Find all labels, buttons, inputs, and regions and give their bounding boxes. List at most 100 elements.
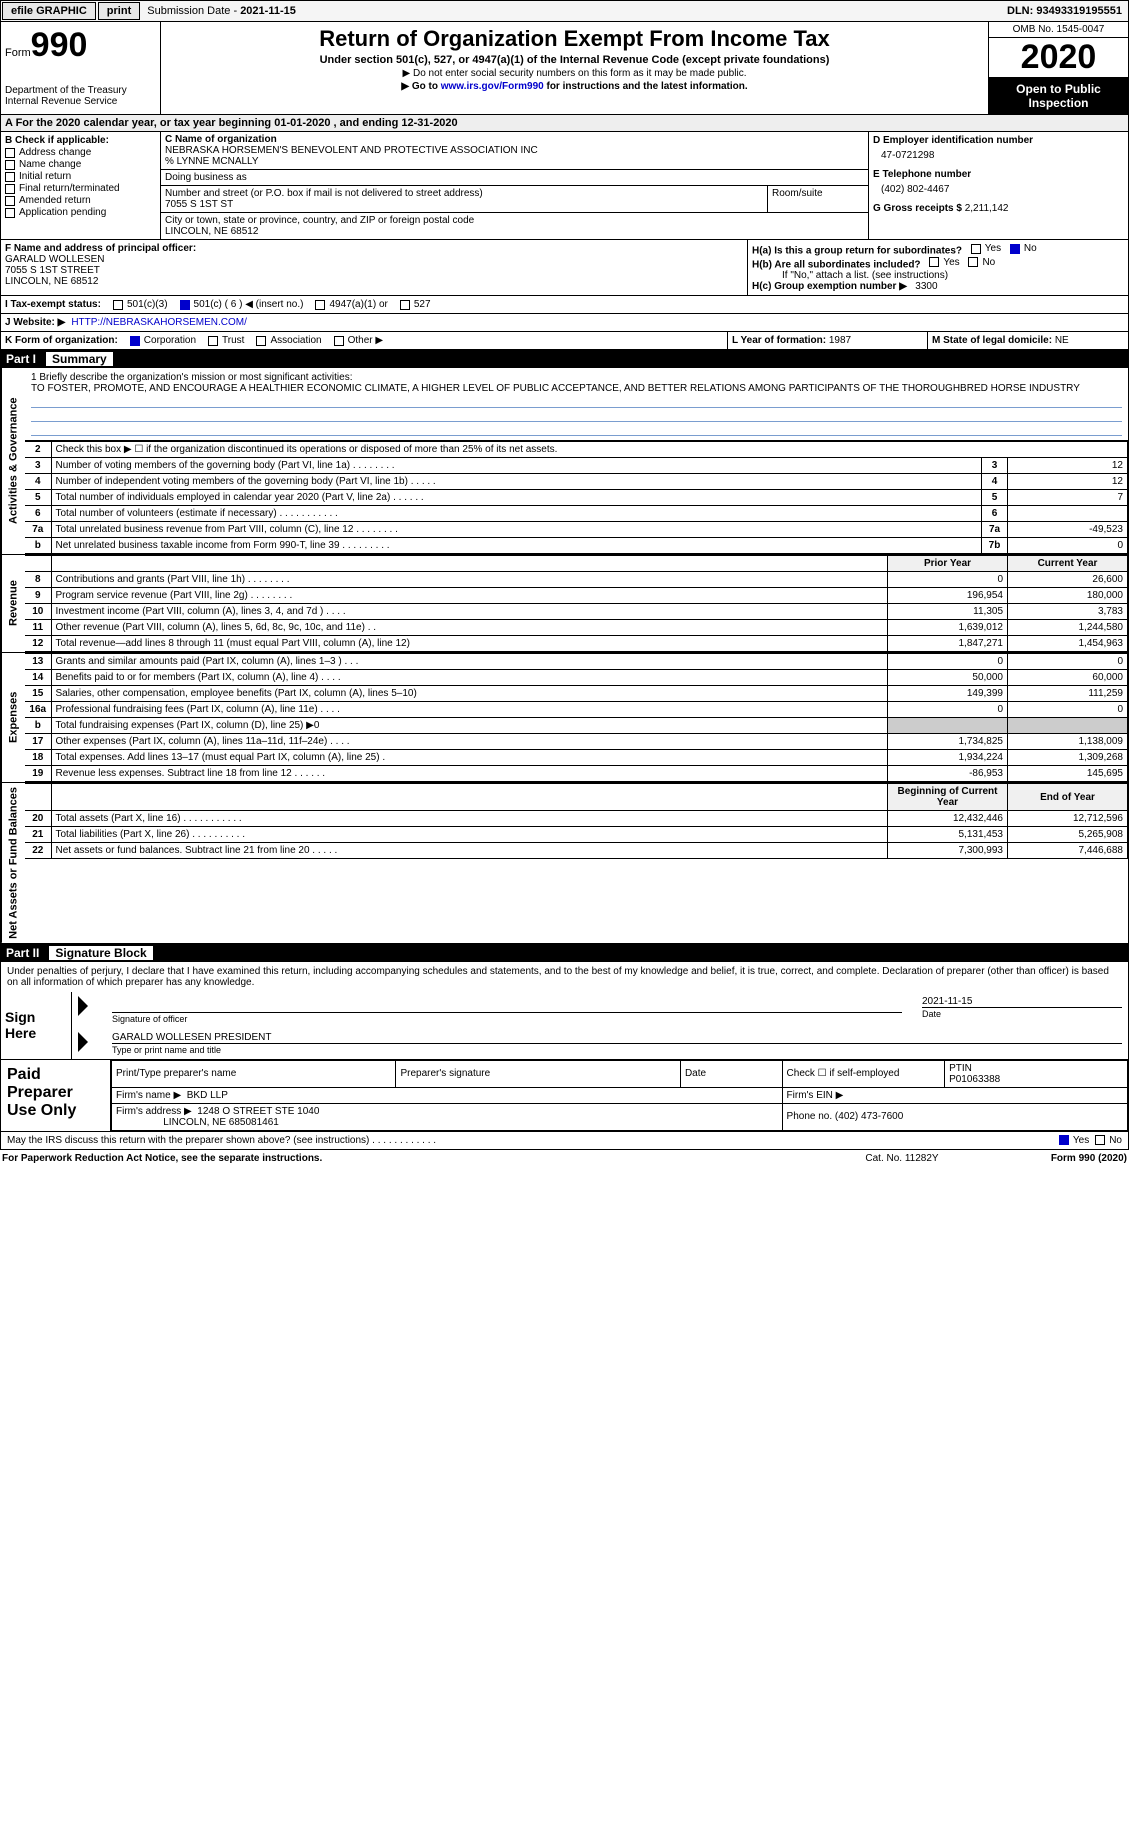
opt-label: 4947(a)(1) or bbox=[329, 299, 387, 310]
chk-name-change[interactable]: Name change bbox=[5, 159, 156, 170]
ein-label: D Employer identification number bbox=[873, 135, 1124, 146]
opt-label: Trust bbox=[222, 335, 244, 346]
h-b-label: H(b) Are all subordinates included? bbox=[752, 259, 921, 270]
dln-value: 93493319195551 bbox=[1036, 5, 1122, 17]
k-opt-0[interactable]: Corporation bbox=[130, 335, 196, 346]
firm-ein-cell: Firm's EIN ▶ bbox=[782, 1087, 1127, 1103]
officer-addr2: LINCOLN, NE 68512 bbox=[5, 276, 98, 287]
net-assets-section: Net Assets or Fund Balances Beginning of… bbox=[0, 783, 1129, 944]
table-row: 9Program service revenue (Part VIII, lin… bbox=[25, 588, 1128, 604]
header-right: OMB No. 1545-0047 2020 Open to Public In… bbox=[988, 22, 1128, 114]
dba-label: Doing business as bbox=[165, 172, 247, 183]
sig-declaration: Under penalties of perjury, I declare th… bbox=[1, 962, 1128, 992]
prep-name-header: Print/Type preparer's name bbox=[112, 1060, 396, 1087]
yes-label: Yes bbox=[943, 257, 959, 268]
form-num: 990 bbox=[31, 26, 88, 64]
discuss-no[interactable]: No bbox=[1095, 1135, 1122, 1146]
chk-label: Name change bbox=[19, 159, 81, 170]
chk-label: Application pending bbox=[19, 207, 106, 218]
chk-label: Address change bbox=[19, 147, 91, 158]
h-b-note: If "No," attach a list. (see instruction… bbox=[752, 270, 1124, 281]
k-opt-3[interactable]: Other ▶ bbox=[334, 335, 383, 346]
h-c-value: 3300 bbox=[915, 281, 937, 292]
chk-label: Initial return bbox=[19, 171, 71, 182]
prep-ptin-cell: PTIN P01063388 bbox=[945, 1060, 1128, 1087]
table-row: 6Total number of volunteers (estimate if… bbox=[25, 506, 1128, 522]
rot-label-governance: Activities & Governance bbox=[1, 368, 25, 554]
yes-label: Yes bbox=[1073, 1135, 1089, 1146]
prep-sig-header: Preparer's signature bbox=[396, 1060, 680, 1087]
mission-text: TO FOSTER, PROMOTE, AND ENCOURAGE A HEAL… bbox=[31, 383, 1122, 394]
efile-button[interactable]: efile GRAPHIC bbox=[2, 2, 96, 20]
period-begin: 01-01-2020 bbox=[274, 117, 330, 129]
box-f: F Name and address of principal officer:… bbox=[1, 240, 748, 295]
goto-pre: ▶ Go to bbox=[401, 81, 440, 92]
k-opt-2[interactable]: Association bbox=[256, 335, 321, 346]
footer-left: For Paperwork Reduction Act Notice, see … bbox=[2, 1153, 827, 1164]
table-row: 13Grants and similar amounts paid (Part … bbox=[25, 654, 1128, 670]
m-label: M State of legal domicile: bbox=[932, 335, 1052, 346]
firm-ein-label: Firm's EIN ▶ bbox=[787, 1090, 844, 1101]
chk-initial-return[interactable]: Initial return bbox=[5, 171, 156, 182]
firm-name-value: BKD LLP bbox=[187, 1090, 228, 1101]
expenses-table: 13Grants and similar amounts paid (Part … bbox=[25, 653, 1128, 782]
submission-label: Submission Date - bbox=[147, 5, 237, 17]
discuss-yes[interactable]: Yes bbox=[1059, 1135, 1089, 1146]
col-header-row: Beginning of Current Year End of Year bbox=[25, 784, 1128, 811]
no-label: No bbox=[1024, 243, 1037, 254]
room-suite-cell: Room/suite bbox=[768, 186, 868, 212]
chk-final-return[interactable]: Final return/terminated bbox=[5, 183, 156, 194]
table-row: 16aProfessional fundraising fees (Part I… bbox=[25, 702, 1128, 718]
table-row: 18Total expenses. Add lines 13–17 (must … bbox=[25, 750, 1128, 766]
sig-name-value: GARALD WOLLESEN PRESIDENT bbox=[112, 1032, 1122, 1043]
chk-label: Amended return bbox=[19, 195, 91, 206]
period-text-a: A For the 2020 calendar year, or tax yea… bbox=[5, 117, 274, 129]
table-row: 21Total liabilities (Part X, line 26) . … bbox=[25, 827, 1128, 843]
dept-treasury: Department of the Treasury Internal Reve… bbox=[5, 85, 156, 107]
status-opt-0[interactable]: 501(c)(3) bbox=[113, 299, 168, 310]
page-footer: For Paperwork Reduction Act Notice, see … bbox=[0, 1150, 1129, 1167]
status-opt-2[interactable]: 4947(a)(1) or bbox=[315, 299, 387, 310]
klm-row: K Form of organization: Corporation Trus… bbox=[0, 332, 1129, 350]
rot-label-revenue: Revenue bbox=[1, 555, 25, 652]
chk-application-pending[interactable]: Application pending bbox=[5, 207, 156, 218]
chk-amended-return[interactable]: Amended return bbox=[5, 195, 156, 206]
omb-number: OMB No. 1545-0047 bbox=[989, 22, 1128, 38]
form-number: Form990 bbox=[5, 26, 156, 65]
box-b-header: B Check if applicable: bbox=[5, 135, 156, 146]
status-opt-3[interactable]: 527 bbox=[400, 299, 431, 310]
org-name-label: C Name of organization bbox=[165, 134, 277, 145]
city-label: City or town, state or province, country… bbox=[165, 215, 474, 226]
status-opt-1[interactable]: 501(c) ( 6 ) ◀ (insert no.) bbox=[180, 299, 304, 310]
opt-label: Other ▶ bbox=[348, 335, 383, 346]
top-toolbar: efile GRAPHIC print Submission Date - 20… bbox=[0, 0, 1129, 22]
chk-address-change[interactable]: Address change bbox=[5, 147, 156, 158]
dln-label: DLN: bbox=[1007, 5, 1033, 17]
k-opt-1[interactable]: Trust bbox=[208, 335, 244, 346]
gross-label: G Gross receipts $ bbox=[873, 203, 962, 214]
print-button[interactable]: print bbox=[98, 2, 140, 20]
k-form-org: K Form of organization: Corporation Trus… bbox=[1, 332, 728, 349]
part-title: Summary bbox=[46, 352, 113, 366]
firm-name-cell: Firm's name ▶ BKD LLP bbox=[112, 1087, 783, 1103]
form-word: Form bbox=[5, 47, 31, 59]
prior-year-header: Prior Year bbox=[888, 556, 1008, 572]
table-row: bNet unrelated business taxable income f… bbox=[25, 538, 1128, 554]
firm-addr-cell: Firm's address ▶ 1248 O STREET STE 1040 … bbox=[112, 1103, 783, 1130]
part-num: Part I bbox=[6, 352, 36, 366]
website-link[interactable]: HTTP://NEBRASKAHORSEMEN.COM/ bbox=[71, 317, 247, 328]
phone-value: (402) 802-4467 bbox=[881, 184, 1124, 195]
mission-lead: 1 Briefly describe the organization's mi… bbox=[31, 372, 1122, 383]
part-num: Part II bbox=[6, 946, 39, 960]
begin-year-header: Beginning of Current Year bbox=[888, 784, 1008, 811]
m-state: M State of legal domicile: NE bbox=[928, 332, 1128, 349]
irs-link[interactable]: www.irs.gov/Form990 bbox=[441, 81, 544, 92]
prep-date-header: Date bbox=[680, 1060, 782, 1087]
firm-addr-value: 1248 O STREET STE 1040 bbox=[197, 1106, 319, 1117]
net-assets-table: Beginning of Current Year End of Year 20… bbox=[25, 783, 1128, 859]
no-label: No bbox=[1109, 1135, 1122, 1146]
period-text-b: , and ending bbox=[334, 117, 402, 129]
signature-block: Under penalties of perjury, I declare th… bbox=[0, 962, 1129, 1060]
section-fh: F Name and address of principal officer:… bbox=[0, 240, 1129, 296]
header-left: Form990 Department of the Treasury Inter… bbox=[1, 22, 161, 114]
